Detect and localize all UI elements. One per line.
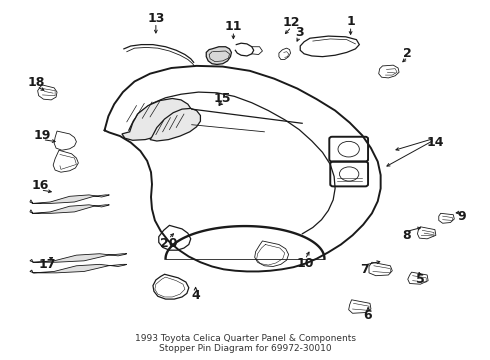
Text: 9: 9 (458, 210, 466, 222)
Polygon shape (30, 205, 109, 213)
Polygon shape (155, 277, 185, 297)
Text: 3: 3 (295, 26, 304, 39)
Text: 11: 11 (224, 21, 242, 33)
Text: 1993 Toyota Celica Quarter Panel & Components
Stopper Pin Diagram for 69972-3001: 1993 Toyota Celica Quarter Panel & Compo… (134, 334, 356, 354)
Text: 17: 17 (39, 258, 56, 271)
Text: 8: 8 (402, 229, 411, 242)
Polygon shape (150, 108, 200, 141)
Text: 12: 12 (283, 16, 300, 29)
Text: 19: 19 (34, 129, 51, 142)
Text: 4: 4 (191, 289, 200, 302)
Polygon shape (30, 264, 127, 273)
Text: 6: 6 (364, 309, 372, 322)
Polygon shape (30, 254, 127, 262)
Polygon shape (30, 195, 109, 203)
Polygon shape (122, 99, 192, 140)
Text: 2: 2 (403, 46, 412, 60)
Text: 20: 20 (160, 237, 177, 249)
Text: 1: 1 (346, 15, 355, 28)
Text: 18: 18 (28, 76, 46, 89)
Text: 16: 16 (32, 179, 49, 192)
Text: 5: 5 (416, 273, 425, 286)
Text: 14: 14 (426, 136, 443, 149)
Text: 13: 13 (147, 12, 165, 25)
Text: 7: 7 (360, 263, 368, 276)
Polygon shape (206, 47, 231, 64)
Text: 15: 15 (214, 92, 231, 105)
Text: 10: 10 (296, 257, 314, 270)
